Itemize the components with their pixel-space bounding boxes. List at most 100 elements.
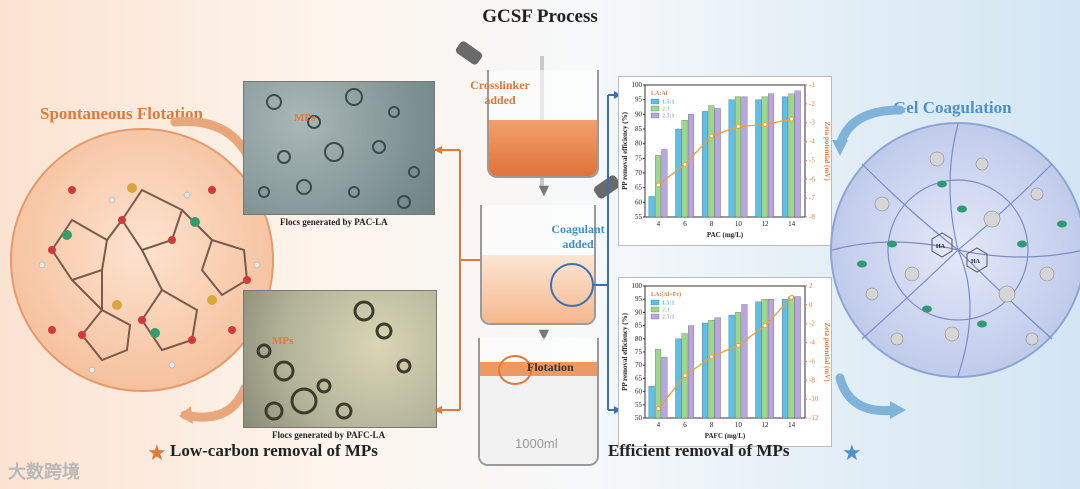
legend-label: 2.5:1 <box>662 315 675 321</box>
legend-swatch <box>650 105 660 112</box>
y2-tick-label: 0 <box>809 301 813 309</box>
y-tick-label: 90 <box>635 308 643 316</box>
bar <box>714 108 721 218</box>
photo2-caption: Flocs generated by PAFC-LA <box>272 430 386 440</box>
zoom-circle <box>550 263 594 307</box>
beaker-3 <box>478 338 599 466</box>
x-tick-label: 8 <box>710 220 714 228</box>
gel-coagulation-title: Gel Coagulation <box>893 98 1012 117</box>
molecular-structure-circle <box>10 128 274 392</box>
bar <box>781 96 789 218</box>
x-tick-label: 10 <box>735 421 743 429</box>
photo1-caption: Flocs generated by PAC-LA <box>280 217 388 227</box>
watermark: 大数跨境 <box>8 462 80 483</box>
bar <box>648 196 655 218</box>
y2-tick-label: 2 <box>809 282 813 290</box>
curved-arrow-top-right <box>832 105 905 156</box>
mps-label: MPs <box>294 112 316 124</box>
x-tick-label: 4 <box>657 220 661 228</box>
y-tick-label: 55 <box>635 401 643 409</box>
y2-tick-label: -8 <box>809 376 815 384</box>
zeta-point <box>789 116 795 122</box>
y2-tick-label: -4 <box>809 138 815 146</box>
bar <box>735 312 742 419</box>
crosslinker-added-label: Crosslinker added <box>465 78 535 108</box>
legend-label: 2:1 <box>662 107 670 113</box>
bar <box>781 299 789 419</box>
y2-axis-title: Zeta potential (mV) <box>823 121 831 181</box>
x-tick-label: 6 <box>683 421 687 429</box>
crosslinker-label: Crosslinker <box>470 78 530 92</box>
y2-tick-label: -7 <box>809 194 815 202</box>
x-axis-title: PAFC (mg/L) <box>705 432 746 440</box>
bar <box>708 105 715 218</box>
y-tick-label: 85 <box>635 125 643 133</box>
y-tick-label: 50 <box>635 414 643 422</box>
zeta-line <box>657 296 793 409</box>
bar <box>761 96 768 218</box>
x-tick-label: 12 <box>762 220 770 228</box>
curved-arrow-bottom-left <box>179 383 250 424</box>
bar <box>794 296 801 419</box>
y-tick-label: 85 <box>635 322 643 330</box>
bar <box>681 120 688 218</box>
connector-lines-right <box>592 91 621 414</box>
y-tick-label: 60 <box>635 198 643 206</box>
legend-swatch <box>650 98 660 105</box>
legend-swatch <box>650 299 660 306</box>
zeta-point <box>735 123 741 129</box>
bar <box>755 99 762 218</box>
connector-lines-left <box>434 146 480 414</box>
x-axis-title: PAC (mg/L) <box>707 231 744 239</box>
beaker-volume-label: 1000ml <box>515 436 558 451</box>
added-label: added <box>562 237 594 251</box>
bar <box>675 128 682 218</box>
floc-photo-pac-la: MPs <box>243 81 435 215</box>
x-tick-label: 8 <box>710 421 714 429</box>
bar <box>708 320 715 419</box>
molecular-structure-diagram <box>38 183 261 374</box>
ha-label: HA <box>936 244 946 250</box>
bar <box>648 386 655 419</box>
x-tick-label: 12 <box>762 421 770 429</box>
y2-axis-title: Zeta potential (mV) <box>823 322 831 382</box>
bar <box>728 99 735 218</box>
curved-arrow-bottom-right <box>835 373 906 419</box>
legend-label: 1.5:1 <box>662 301 675 307</box>
x-tick-label: 4 <box>657 421 661 429</box>
y2-tick-label: -8 <box>809 213 815 221</box>
bar <box>741 304 748 419</box>
y2-tick-label: -3 <box>809 119 815 127</box>
bar <box>768 299 775 419</box>
y-tick-label: 70 <box>635 361 643 369</box>
legend-title: LA:(Al+Fe) <box>651 291 681 298</box>
bar <box>701 111 709 218</box>
mps-label: MPs <box>272 335 294 347</box>
y2-tick-label: -6 <box>809 357 815 365</box>
bar <box>675 338 682 419</box>
bar <box>714 317 721 419</box>
y2-tick-label: -10 <box>809 395 819 403</box>
legend-swatch <box>650 112 660 119</box>
coagulant-added-label: Coagulant added <box>548 222 608 252</box>
x-tick-label: 10 <box>735 220 743 228</box>
legend-label: 2:1 <box>662 308 670 314</box>
y-tick-label: 100 <box>632 81 643 89</box>
flotation-label: Flotation <box>527 360 574 374</box>
zeta-point <box>655 182 661 188</box>
y2-tick-label: -5 <box>809 156 815 164</box>
zeta-point <box>762 323 768 329</box>
flotation-circle <box>498 355 532 385</box>
bar <box>788 296 795 419</box>
added-label: added <box>484 93 516 107</box>
bar <box>735 96 742 218</box>
down-arrow-icon: ▼ <box>535 180 553 200</box>
page-title: GCSF Process <box>482 6 598 27</box>
y-axis-title: PP removal efficiency (%) <box>621 312 629 390</box>
zeta-point <box>789 294 795 300</box>
legend-title: LA:Al <box>651 91 668 97</box>
gel-network-circle: HA HA <box>830 122 1080 378</box>
y-tick-label: 65 <box>635 374 643 382</box>
y2-tick-label: -2 <box>809 100 815 108</box>
zeta-line <box>657 118 792 186</box>
